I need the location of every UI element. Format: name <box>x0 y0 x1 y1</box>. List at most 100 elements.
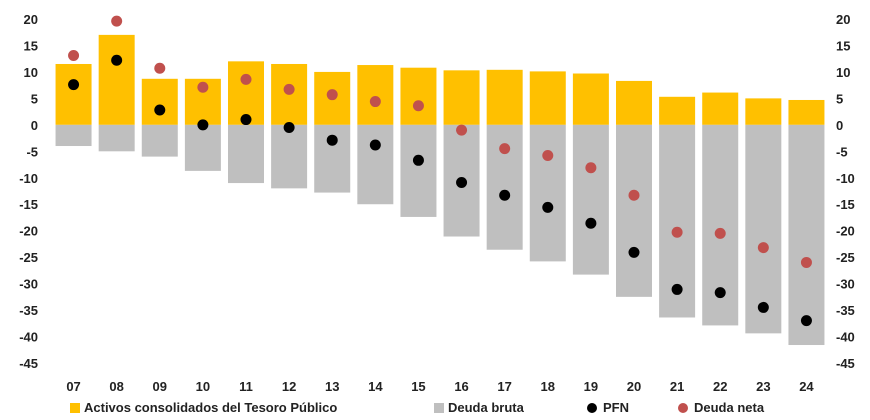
pfn-point <box>671 283 683 295</box>
x-tick-label: 19 <box>584 379 598 394</box>
assets-bar <box>702 92 739 125</box>
y-tick-label-right: -40 <box>836 330 855 345</box>
x-tick-label: 18 <box>541 379 555 394</box>
y-tick-label-left: -40 <box>19 330 38 345</box>
assets-bar <box>788 99 825 125</box>
x-tick-label: 11 <box>239 379 253 394</box>
legend-net-debt-label: Deuda neta <box>694 400 765 415</box>
y-tick-label-right: 10 <box>836 65 850 80</box>
assets-bar <box>357 65 394 125</box>
y-tick-label-right: -30 <box>836 277 855 292</box>
y-tick-label-left: 10 <box>24 65 38 80</box>
net-debt-point <box>714 227 726 239</box>
y-tick-label-right: -25 <box>836 250 855 265</box>
gross-debt-bar <box>788 124 825 346</box>
net-debt-point <box>499 143 511 155</box>
y-tick-label-left: -5 <box>26 144 38 159</box>
y-tick-label-left: -45 <box>19 356 38 371</box>
assets-bars <box>55 34 825 125</box>
pfn-point <box>757 301 769 313</box>
y-tick-label-right: 15 <box>836 38 850 53</box>
gross-debt-bar <box>228 124 264 184</box>
gross-debt-bars <box>55 124 825 346</box>
net-debt-point <box>326 89 338 101</box>
net-debt-point <box>585 162 597 174</box>
legend-assets-swatch <box>70 403 80 413</box>
net-debt-point <box>240 73 252 85</box>
x-tick-label: 09 <box>153 379 167 394</box>
y-axis-right-ticks: 20 15 10 5 0 -5 -10 -15 -20 -25 -30 -35 -40 -45 <box>836 12 855 371</box>
y-tick-label-right: -20 <box>836 224 855 239</box>
pfn-point <box>283 121 295 133</box>
gross-debt-bar <box>400 124 437 217</box>
pfn-point <box>111 54 123 66</box>
pfn-point <box>714 287 726 299</box>
net-debt-point <box>197 81 209 93</box>
net-debt-point <box>369 96 381 108</box>
y-tick-label-left: -35 <box>19 303 38 318</box>
x-tick-label: 08 <box>109 379 123 394</box>
gross-debt-bar <box>141 124 178 157</box>
y-tick-label-left: -25 <box>19 250 38 265</box>
pfn-point <box>369 139 381 151</box>
pfn-point <box>628 246 640 258</box>
legend: Activos consolidados del Tesoro Público D… <box>70 400 765 415</box>
y-tick-label-left: -20 <box>19 224 38 239</box>
assets-bar <box>659 96 696 125</box>
assets-bar <box>98 34 135 125</box>
pfn-point <box>412 154 424 166</box>
y-axis-left-ticks: 20 15 10 5 0 -5 -10 -15 -20 -25 -30 -35 -40 -45 <box>19 12 38 371</box>
pfn-point <box>499 189 511 201</box>
gross-debt-bar <box>55 124 92 147</box>
x-tick-label: 23 <box>756 379 770 394</box>
x-tick-label: 14 <box>368 379 383 394</box>
assets-bar <box>141 78 178 125</box>
net-debt-point <box>68 50 80 62</box>
x-tick-label: 24 <box>799 379 814 394</box>
y-tick-label-left: 0 <box>31 118 38 133</box>
x-tick-label: 15 <box>411 379 425 394</box>
x-tick-label: 22 <box>713 379 727 394</box>
pfn-point <box>197 119 209 131</box>
assets-bar <box>745 98 782 125</box>
gross-debt-bar <box>572 124 609 275</box>
legend-net-debt-swatch <box>678 403 688 413</box>
pfn-point <box>800 315 812 327</box>
net-debt-point <box>283 83 295 95</box>
x-tick-label: 13 <box>325 379 339 394</box>
net-debt-point <box>757 242 769 254</box>
y-tick-label-right: 5 <box>836 91 843 106</box>
gross-debt-bar <box>616 124 652 297</box>
y-tick-label-right: -10 <box>836 171 855 186</box>
y-tick-label-right: 20 <box>836 12 850 27</box>
assets-bar <box>572 73 609 125</box>
assets-bar <box>400 67 437 125</box>
x-tick-label: 16 <box>454 379 468 394</box>
y-tick-label-left: 5 <box>31 91 38 106</box>
legend-pfn-label: PFN <box>603 400 629 415</box>
legend-assets-label: Activos consolidados del Tesoro Público <box>84 400 337 415</box>
y-tick-label-right: -35 <box>836 303 855 318</box>
pfn-point <box>240 114 252 126</box>
legend-gross-debt-swatch <box>434 403 444 413</box>
y-tick-label-left: 15 <box>24 38 38 53</box>
y-tick-label-right: -15 <box>836 197 855 212</box>
x-axis-ticks: 07 08 09 10 11 12 13 14 15 16 17 18 19 20 21 22 23 24 <box>66 379 814 394</box>
legend-pfn-swatch <box>587 403 597 413</box>
x-tick-label: 12 <box>282 379 296 394</box>
net-debt-point <box>456 124 468 136</box>
gross-debt-bar <box>184 124 221 171</box>
legend-gross-debt-label: Deuda bruta <box>448 400 525 415</box>
x-tick-label: 17 <box>497 379 511 394</box>
x-tick-label: 10 <box>196 379 210 394</box>
y-tick-label-right: 0 <box>836 118 843 133</box>
assets-bar <box>443 70 480 125</box>
assets-bar <box>486 69 523 125</box>
pfn-point <box>585 217 597 229</box>
pfn-point <box>326 134 338 146</box>
x-tick-label: 07 <box>66 379 80 394</box>
pfn-points <box>68 54 812 327</box>
net-debt-point <box>800 256 812 268</box>
net-debt-point <box>412 100 424 112</box>
gross-debt-bar <box>745 124 782 334</box>
